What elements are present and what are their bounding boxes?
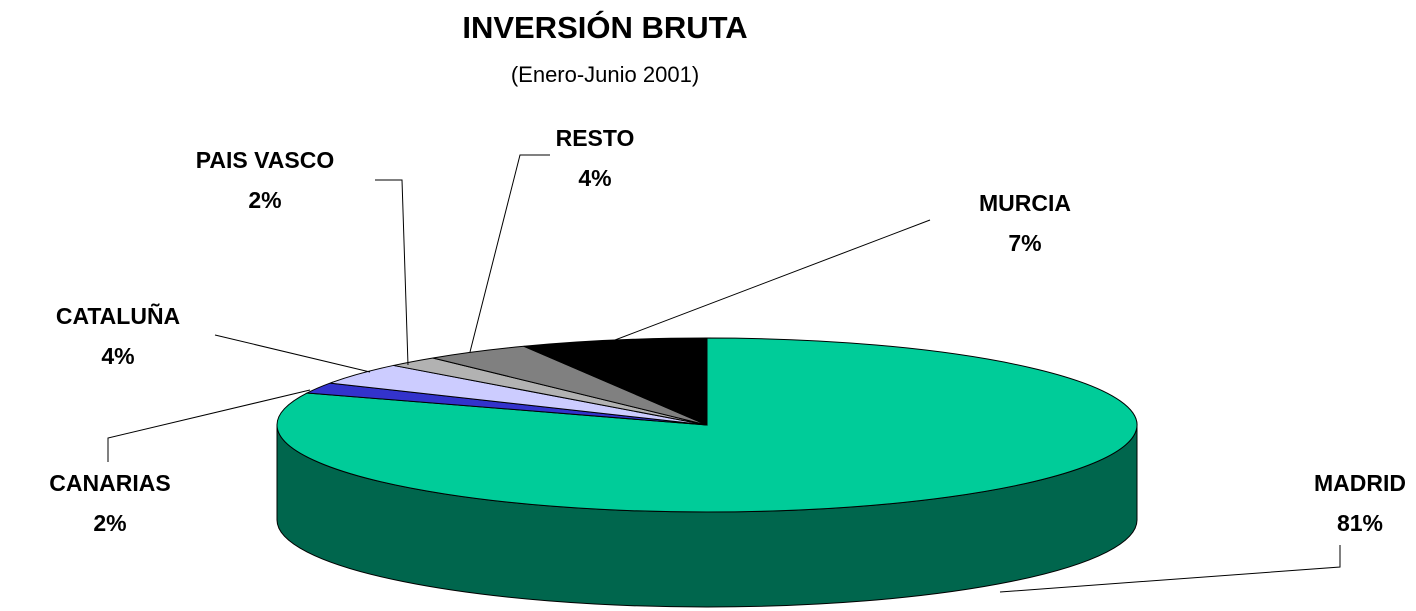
slice-label: CATALUÑA <box>56 302 180 329</box>
slice-label: PAIS VASCO <box>196 147 334 173</box>
leader-line <box>375 179 409 366</box>
slice-value-label: 4% <box>578 165 611 191</box>
slice-value-label: 81% <box>1337 510 1383 536</box>
leader-line <box>107 389 311 462</box>
leader-line <box>999 545 1341 593</box>
slice-value-label: 7% <box>1008 230 1041 256</box>
slice-label: CANARIAS <box>49 470 170 496</box>
chart-subtitle: (Enero-Junio 2001) <box>511 62 699 87</box>
slice-label: MADRID <box>1314 470 1406 496</box>
slice-value-label: 2% <box>93 510 126 536</box>
slice-value-label: 4% <box>101 343 134 369</box>
leader-line <box>214 334 371 373</box>
leader-line <box>469 154 550 353</box>
pie-slice <box>523 337 708 426</box>
leader-line <box>614 219 931 341</box>
slice-label: RESTO <box>556 125 635 151</box>
slice-label: MURCIA <box>979 190 1071 216</box>
chart-title: INVERSIÓN BRUTA <box>462 9 747 45</box>
slice-value-label: 2% <box>248 187 281 213</box>
